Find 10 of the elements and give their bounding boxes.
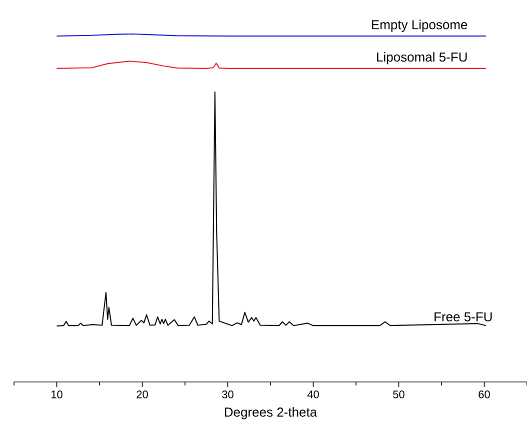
x-tick-label: 40 <box>307 390 319 398</box>
series-label: Liposomal 5-FU <box>377 52 467 64</box>
x-tick-label: 10 <box>51 390 62 398</box>
x-tick-label: 50 <box>393 390 404 398</box>
x-tick-label: 60 <box>478 390 490 398</box>
x-tick-label: 30 <box>222 390 234 398</box>
series-label: Empty Liposome <box>372 20 468 32</box>
x-axis-title: Degrees 2-theta <box>224 407 318 420</box>
x-tick-label: 20 <box>136 390 148 398</box>
series-label: Free 5-FU <box>434 312 492 322</box>
